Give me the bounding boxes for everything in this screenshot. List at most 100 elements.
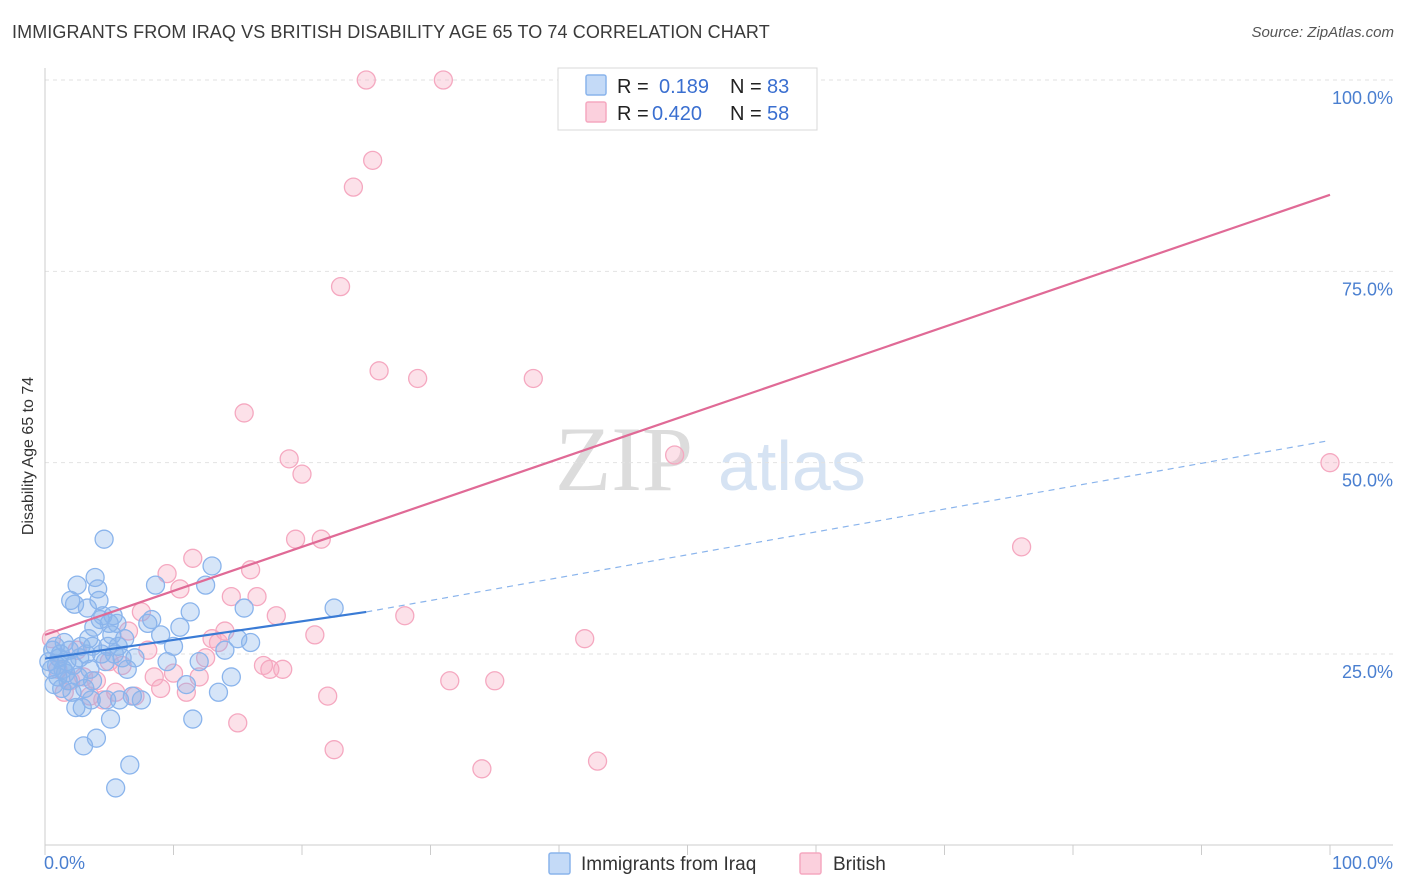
point-british-19 <box>163 663 184 683</box>
point-british-30 <box>234 403 254 423</box>
point-iraq-29 <box>77 598 98 618</box>
point-iraq-74 <box>202 556 222 576</box>
point-iraq-22 <box>68 667 89 687</box>
point-british-53 <box>472 759 492 779</box>
point-iraq-21 <box>67 575 87 595</box>
point-iraq-42 <box>94 529 114 549</box>
y-tick-label-100: 100.0% <box>1332 88 1393 108</box>
y-tick-label-75: 75.0% <box>1342 279 1393 299</box>
point-iraq-51 <box>106 778 126 798</box>
point-iraq-79 <box>234 598 254 618</box>
point-iraq-57 <box>117 659 137 679</box>
legend-r-label-british: R = <box>617 103 649 125</box>
legend-swatch-british <box>585 101 607 123</box>
point-british-43 <box>324 740 344 760</box>
legend-r-value-british: 0.420 <box>652 103 702 125</box>
point-iraq-76 <box>215 640 235 660</box>
point-iraq-14 <box>58 671 78 691</box>
point-iraq-27 <box>75 678 95 699</box>
point-british-57 <box>587 751 608 771</box>
legend-n-label-british: N = <box>730 103 762 125</box>
bottom-legend-swatch-iraq <box>548 852 571 875</box>
point-british-40 <box>305 625 325 645</box>
point-british-17 <box>150 678 171 699</box>
legend-n-label-iraq: N = <box>730 76 762 98</box>
point-british-18 <box>157 563 177 584</box>
point-british-51 <box>433 70 454 90</box>
point-british-42 <box>318 686 338 706</box>
point-iraq-35 <box>85 567 105 588</box>
trend-line-iraq-extension <box>366 439 1331 613</box>
point-iraq-60 <box>125 648 145 668</box>
trend-lines <box>44 193 1331 660</box>
point-iraq-58 <box>120 755 140 775</box>
point-iraq-81 <box>324 598 344 618</box>
point-british-28 <box>221 586 241 607</box>
point-iraq-47 <box>100 709 121 729</box>
point-british-16 <box>144 667 164 687</box>
point-iraq-71 <box>183 709 203 729</box>
point-british-21 <box>176 682 197 702</box>
point-iraq-31 <box>80 659 100 679</box>
series-iraq <box>39 529 344 798</box>
point-iraq-52 <box>107 613 127 634</box>
source-label: Source: ZipAtlas.com <box>1251 24 1394 41</box>
point-iraq-67 <box>163 636 184 656</box>
legend-swatch-iraq <box>585 74 607 96</box>
point-iraq-77 <box>221 667 241 687</box>
point-iraq-63 <box>142 609 162 630</box>
point-iraq-82 <box>82 671 103 691</box>
chart-title: IMMIGRANTS FROM IRAQ VS BRITISH DISABILI… <box>12 22 770 42</box>
point-british-47 <box>363 150 383 171</box>
y-tick-labels: 25.0% 50.0% 75.0% 100.0% <box>1332 88 1393 682</box>
point-iraq-80 <box>240 632 261 653</box>
point-british-56 <box>575 629 595 649</box>
legend-r-label-iraq: R = <box>617 76 649 98</box>
point-iraq-70 <box>180 602 200 622</box>
point-british-48 <box>369 361 389 381</box>
y-tick-label-25: 25.0% <box>1342 662 1393 682</box>
point-iraq-9 <box>52 678 72 699</box>
watermark-zip: ZIP <box>555 408 693 510</box>
point-british-44 <box>330 276 351 297</box>
point-british-22 <box>183 548 203 568</box>
bottom-legend-label-british: British <box>833 854 886 875</box>
point-iraq-61 <box>131 690 152 710</box>
y-axis-label: Disability Age 65 to 74 <box>20 377 37 535</box>
point-iraq-36 <box>86 728 107 748</box>
point-british-38 <box>285 529 306 549</box>
point-iraq-72 <box>189 652 209 672</box>
bottom-legend-label-iraq: Immigrants from Iraq <box>581 854 756 875</box>
point-british-50 <box>407 368 428 389</box>
x-tick-label-0: 0.0% <box>44 853 85 873</box>
point-iraq-68 <box>170 617 190 637</box>
bottom-legend: Immigrants from Iraq British <box>548 852 886 875</box>
point-british-55 <box>523 368 543 389</box>
point-british-61 <box>1320 453 1340 473</box>
bottom-legend-swatch-british <box>799 852 822 875</box>
point-iraq-38 <box>89 590 109 611</box>
legend-box: R = 0.189 N = 83 R = 0.420 N = 58 <box>557 67 818 131</box>
point-british-45 <box>343 177 364 197</box>
trend-line-british <box>44 193 1331 636</box>
legend-r-value-iraq: 0.189 <box>659 76 709 98</box>
point-iraq-64 <box>145 575 166 595</box>
watermark-atlas: atlas <box>718 427 866 505</box>
point-iraq-69 <box>176 674 197 695</box>
point-iraq-65 <box>150 625 171 645</box>
legend-n-value-british: 58 <box>767 103 789 125</box>
point-british-60 <box>1011 537 1032 557</box>
point-british-35 <box>266 606 286 626</box>
point-british-36 <box>273 659 293 679</box>
point-british-49 <box>395 606 415 626</box>
point-british-54 <box>485 671 505 691</box>
point-british-39 <box>292 464 312 484</box>
point-iraq-75 <box>208 682 229 702</box>
point-british-46 <box>356 70 376 90</box>
point-british-29 <box>228 713 248 733</box>
point-british-59 <box>665 445 685 465</box>
y-tick-label-50: 50.0% <box>1342 471 1393 491</box>
point-british-52 <box>440 671 460 691</box>
point-british-32 <box>247 586 267 607</box>
